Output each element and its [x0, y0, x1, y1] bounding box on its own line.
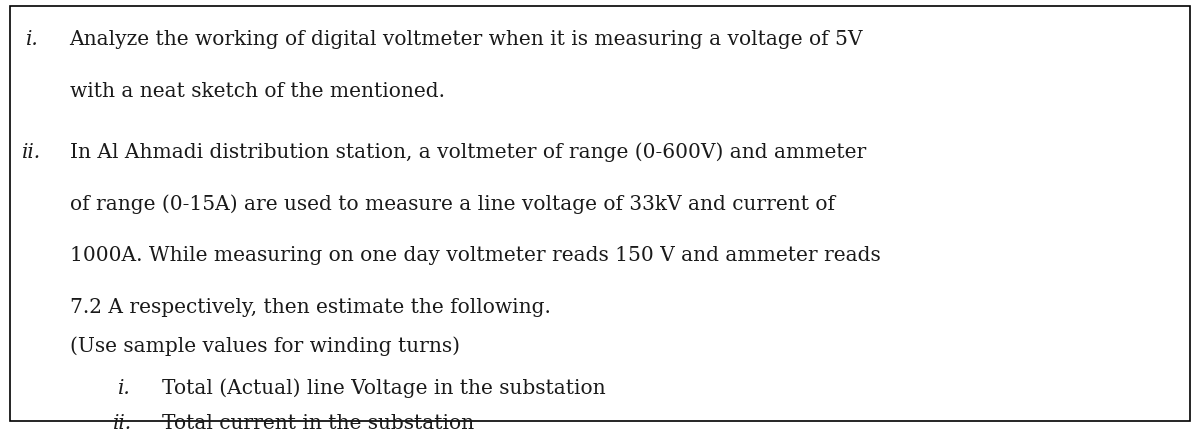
Text: Total (Actual) line Voltage in the substation: Total (Actual) line Voltage in the subst…: [162, 378, 606, 398]
Text: ii.: ii.: [113, 413, 132, 432]
Text: of range (0-15A) are used to measure a line voltage of 33kV and current of: of range (0-15A) are used to measure a l…: [70, 194, 835, 213]
Text: 1000A. While measuring on one day voltmeter reads 150 V and ammeter reads: 1000A. While measuring on one day voltme…: [70, 246, 881, 265]
Text: i.: i.: [26, 30, 40, 49]
Text: In Al Ahmadi distribution station, a voltmeter of range (0-600V) and ammeter: In Al Ahmadi distribution station, a vol…: [70, 142, 866, 162]
Text: (Use sample values for winding turns): (Use sample values for winding turns): [70, 337, 460, 356]
Text: ii.: ii.: [22, 143, 41, 162]
Text: 7.2 A respectively, then estimate the following.: 7.2 A respectively, then estimate the fo…: [70, 298, 551, 317]
Text: Analyze the working of digital voltmeter when it is measuring a voltage of 5V: Analyze the working of digital voltmeter…: [70, 30, 863, 49]
Text: with a neat sketch of the mentioned.: with a neat sketch of the mentioned.: [70, 82, 445, 101]
Text: i.: i.: [118, 379, 131, 398]
Text: Total current in the substation: Total current in the substation: [162, 413, 474, 432]
